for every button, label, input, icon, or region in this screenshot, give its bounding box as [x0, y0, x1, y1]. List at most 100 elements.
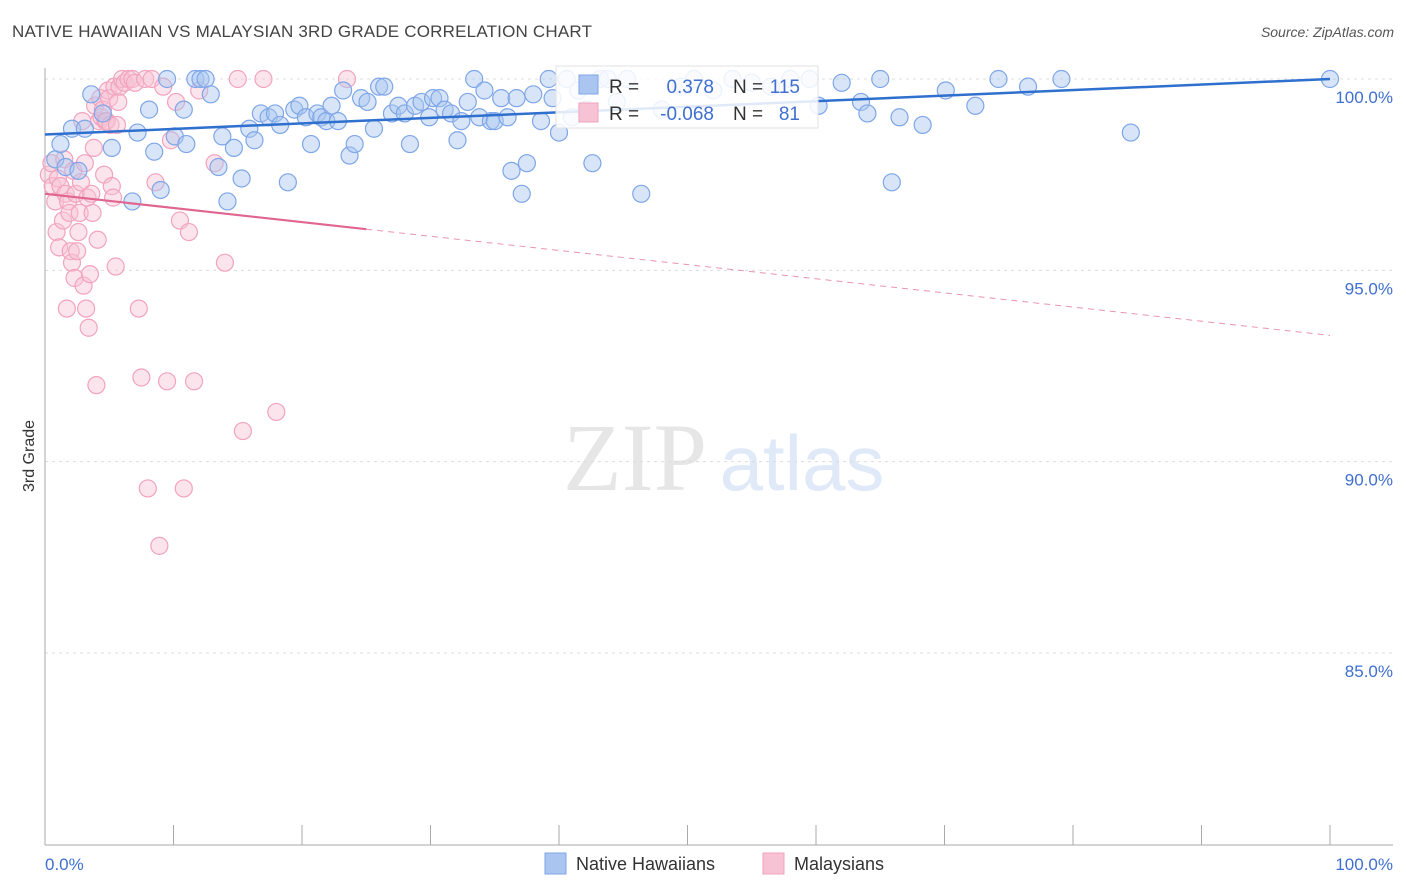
malaysians-point-20 — [69, 222, 88, 242]
y-tick-labels: 100.0% 95.0% 90.0% 85.0% — [1335, 88, 1393, 681]
native-hawaiians-point-13 — [151, 180, 170, 200]
native-hawaiians-point-113 — [1121, 123, 1140, 142]
native-hawaiians-point-49 — [370, 77, 389, 96]
native-hawaiians-point-35 — [290, 96, 309, 115]
native-hawaiians-point-65 — [465, 69, 484, 89]
x-ticks — [44, 825, 1331, 845]
chart-title: NATIVE HAWAIIAN VS MALAYSIAN 3RD GRADE C… — [12, 22, 593, 41]
native-hawaiians-point-70 — [492, 89, 511, 108]
native-hawaiians-point-75 — [517, 154, 536, 173]
native-hawaiians-point-71 — [498, 108, 517, 127]
native-hawaiians-point-7 — [93, 104, 112, 123]
stats-legend-box — [555, 65, 819, 129]
native-hawaiians-point-18 — [186, 69, 205, 89]
native-hawaiians-point-109 — [966, 96, 985, 115]
malaysians-point-6 — [50, 238, 69, 257]
native-hawaiians-point-43 — [334, 81, 353, 100]
stats-legend-blue-swatch — [578, 74, 599, 95]
malaysians-point-75 — [215, 253, 234, 272]
malaysians-point-76 — [228, 69, 247, 89]
native-hawaiians-point-59 — [430, 89, 449, 108]
native-hawaiians-point-74 — [512, 184, 531, 203]
malaysians-point-13 — [60, 203, 79, 223]
native-hawaiians-point-33 — [278, 173, 297, 192]
watermark-atlas: atlas — [720, 419, 885, 507]
y-tick-label-0: 100.0% — [1335, 88, 1393, 107]
stats-n-value-blue: 115 — [770, 77, 800, 98]
native-hawaiians-point-76 — [524, 85, 543, 104]
native-hawaiians-point-112 — [1052, 69, 1071, 89]
native-hawaiians-point-24 — [218, 192, 237, 211]
native-hawaiians-point-50 — [375, 77, 394, 96]
native-hawaiians-point-10 — [128, 123, 147, 142]
native-hawaiians-point-107 — [913, 115, 932, 135]
malaysians-point-34 — [87, 376, 106, 395]
x-tick-label-min: 0.0% — [45, 855, 84, 874]
malaysians-point-24 — [74, 276, 93, 295]
native-hawaiians-point-45 — [345, 134, 364, 154]
native-hawaiians-point-85 — [583, 154, 602, 173]
stats-r-label-blue: R = — [609, 77, 639, 98]
malaysians-point-14 — [61, 242, 80, 261]
malaysians-point-4 — [47, 222, 66, 242]
malaysians-point-21 — [70, 203, 89, 223]
native-hawaiians-point-62 — [448, 131, 467, 150]
stats-r-value-pink: -0.068 — [660, 104, 714, 125]
native-hawaiians-point-26 — [232, 169, 251, 188]
native-hawaiians-point-47 — [358, 92, 377, 112]
malaysians-point-66 — [157, 372, 177, 391]
malaysians-point-39 — [93, 100, 112, 119]
native-hawaiians-point-77 — [531, 111, 551, 131]
native-hawaiians-point-110 — [989, 69, 1008, 89]
native-hawaiians-point-25 — [224, 138, 243, 157]
malaysians-point-35 — [88, 230, 107, 249]
native-hawaiians-point-19 — [191, 69, 210, 89]
native-hawaiians-point-105 — [882, 173, 901, 192]
native-hawaiians-point-4 — [69, 161, 88, 180]
grid — [45, 78, 1393, 654]
malaysians-point-78 — [254, 69, 273, 89]
malaysians-point-58 — [129, 299, 148, 318]
native-hawaiians-point-28 — [245, 131, 264, 150]
native-hawaiians-point-36 — [296, 108, 315, 127]
malaysians-point-48 — [105, 77, 124, 96]
malaysians-point-64 — [150, 536, 169, 555]
native-hawaiians-point-104 — [871, 69, 890, 89]
watermark-zip: ZIP — [563, 404, 707, 511]
malaysians-point-31 — [83, 203, 102, 223]
native-hawaiians-point-102 — [851, 92, 871, 112]
y-axis-title: 3rd Grade — [21, 420, 38, 492]
native-hawaiians-point-12 — [145, 142, 164, 161]
malaysians-point-50 — [107, 115, 127, 135]
malaysians-point-29 — [80, 265, 100, 284]
legend-label-malaysians: Malaysians — [794, 854, 884, 874]
native-hawaiians-point-67 — [475, 81, 494, 100]
native-hawaiians-point-11 — [139, 100, 159, 119]
y-tick-label-2: 90.0% — [1345, 471, 1393, 490]
malaysians-trend-line-solid — [44, 192, 367, 231]
malaysians-point-47 — [104, 188, 123, 207]
native-hawaiians-point-17 — [177, 134, 196, 154]
stats-legend: R = 0.378 N = 115 R = -0.068 N = 81 — [555, 65, 819, 129]
malaysians-point-26 — [77, 299, 96, 318]
malaysians-point-61 — [138, 479, 157, 498]
malaysians-point-80 — [337, 69, 357, 89]
malaysians-point-19 — [68, 242, 87, 261]
malaysians-point-51 — [109, 92, 128, 112]
malaysians-point-15 — [62, 253, 82, 272]
native-hawaiians-points — [46, 69, 1340, 211]
stats-r-label-pink: R = — [609, 104, 639, 125]
native-hawaiians-point-90 — [632, 184, 651, 203]
malaysians-point-46 — [102, 177, 121, 196]
x-tick-label-max: 100.0% — [1335, 855, 1393, 874]
native-hawaiians-point-6 — [82, 85, 101, 104]
malaysians-point-70 — [174, 479, 193, 498]
native-hawaiians-point-72 — [502, 161, 521, 180]
native-hawaiians-point-9 — [123, 192, 142, 211]
native-hawaiians-point-58 — [423, 89, 443, 108]
native-hawaiians-point-16 — [174, 100, 193, 119]
malaysians-point-71 — [179, 222, 199, 242]
malaysians-point-28 — [79, 318, 98, 337]
native-hawaiians-point-20 — [196, 69, 215, 89]
